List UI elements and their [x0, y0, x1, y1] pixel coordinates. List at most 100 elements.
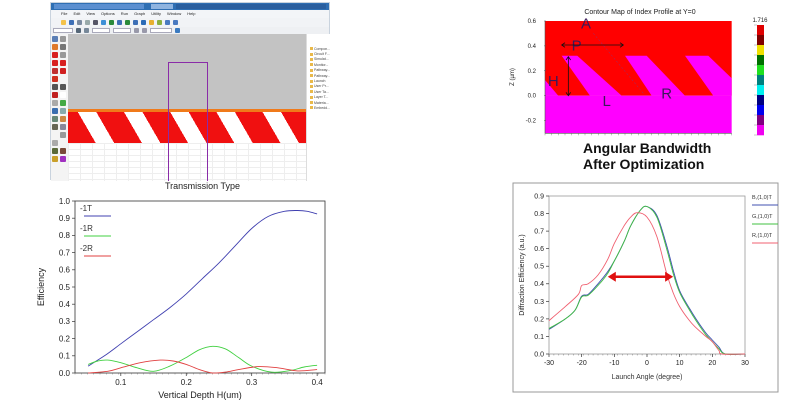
menu-graph[interactable]: Graph [134, 11, 146, 16]
legend-label: B,(1,0)T [752, 195, 773, 201]
toolbar-icon[interactable] [69, 20, 74, 25]
tree-item[interactable]: Layer T... [307, 95, 331, 100]
toolbar-icon[interactable] [133, 20, 138, 25]
tree-item[interactable]: Pathway... [307, 68, 331, 73]
coord-field[interactable] [92, 28, 110, 33]
select-icon[interactable] [52, 36, 58, 42]
rectangle-icon[interactable] [60, 92, 66, 98]
contour-map: Contour Map of Index Profile at Y=0 Z (µ… [510, 9, 768, 136]
shape-icon[interactable] [52, 76, 58, 82]
zoom-icon[interactable] [142, 28, 147, 33]
toolbar-icon[interactable] [85, 20, 90, 25]
tree-item[interactable]: Circuit F... [307, 51, 331, 56]
toolbar-icon[interactable] [165, 20, 170, 25]
person-icon[interactable] [60, 132, 66, 138]
window-tab[interactable] [54, 4, 144, 9]
toolbar-icon[interactable] [157, 20, 162, 25]
blank [60, 76, 66, 82]
tree-item[interactable]: Materia... [307, 100, 331, 105]
chart1-xlabel: Vertical Depth H(um) [158, 390, 242, 400]
toolbar-icon[interactable] [149, 20, 154, 25]
run-icon[interactable] [175, 28, 180, 33]
bend-icon[interactable] [52, 60, 58, 66]
y-tick-label: 0.4 [528, 44, 537, 50]
tree-item[interactable]: Launch [307, 78, 331, 83]
arc-icon[interactable] [60, 44, 66, 50]
toolbar-icon[interactable] [141, 20, 146, 25]
tree-item[interactable]: Monitor... [307, 62, 331, 67]
polygon-icon[interactable] [52, 92, 58, 98]
purple-square-icon[interactable] [60, 156, 66, 162]
path-icon[interactable] [52, 124, 58, 130]
toolbar-icon[interactable] [101, 20, 106, 25]
window-tab[interactable] [176, 4, 326, 9]
toolbar-icon[interactable] [109, 20, 114, 25]
block-dark-icon[interactable] [60, 84, 66, 90]
tree-item[interactable]: Compon... [307, 46, 331, 51]
fork-icon[interactable] [60, 124, 66, 130]
folder-icon [310, 90, 313, 94]
tree-item-label: Compon... [314, 46, 331, 51]
series-line--1T [87, 210, 318, 367]
tree-item[interactable]: Pathway... [307, 73, 331, 78]
s-bend-icon[interactable] [60, 60, 66, 66]
cross-icon[interactable] [52, 140, 58, 146]
chart2-frame [512, 182, 779, 393]
line-waveguide-icon[interactable] [52, 52, 58, 58]
layer-select[interactable] [53, 28, 73, 33]
material-icon[interactable] [60, 148, 66, 154]
window-tab[interactable] [151, 4, 173, 9]
tree-item[interactable]: User Pr... [307, 84, 331, 89]
tree-item[interactable]: User Ta... [307, 89, 331, 94]
menu-utility[interactable]: Utility [151, 11, 162, 16]
efficiency-chart: Efficiency Vertical Depth H(um) 0.0 0.1 0.… [36, 197, 326, 400]
slanted-grating [68, 112, 306, 143]
menu-help[interactable]: Help [187, 11, 196, 16]
block-icon[interactable] [52, 84, 58, 90]
ellipse-icon[interactable] [52, 68, 58, 74]
toolbar-icon[interactable] [125, 20, 130, 25]
secondary-toolbar [51, 27, 329, 34]
toolbar-icon[interactable] [61, 20, 66, 25]
zoom-icon[interactable] [60, 36, 66, 42]
toolbar-icon[interactable] [93, 20, 98, 25]
sphere-icon[interactable] [60, 68, 66, 74]
tool-icon[interactable] [76, 28, 81, 33]
menu-run[interactable]: Run [120, 11, 129, 16]
menu-file[interactable]: File [61, 11, 68, 16]
star-icon[interactable] [52, 156, 58, 162]
tool-icon[interactable] [84, 28, 89, 33]
layout-canvas[interactable] [68, 34, 306, 181]
x-tick-label: 0.1 [115, 378, 127, 387]
device-icon[interactable] [52, 148, 58, 154]
toolbar-icon[interactable] [77, 20, 82, 25]
height-arrow-head-bottom [565, 92, 571, 97]
image-icon[interactable] [60, 116, 66, 122]
tapered-icon[interactable] [60, 52, 66, 58]
toolbar-icon[interactable] [173, 20, 178, 25]
menu-window[interactable]: Window [167, 11, 182, 16]
scissors-icon[interactable] [52, 44, 58, 50]
menu-options[interactable]: Options [100, 11, 115, 16]
zoom-icon[interactable] [134, 28, 139, 33]
x-tick-label: 0.2 [181, 378, 193, 387]
menu-edit[interactable]: Edit [73, 11, 81, 16]
zoom-select[interactable] [150, 28, 172, 33]
toolbar-icon[interactable] [117, 20, 122, 25]
y-tick-label: 0.2 [534, 316, 544, 323]
menu-view[interactable]: View [86, 11, 95, 16]
grid-icon[interactable] [52, 116, 58, 122]
blank [52, 132, 58, 138]
y-tick-label: 0.6 [534, 246, 544, 253]
folder-icon [310, 79, 313, 83]
grating-icon[interactable] [60, 100, 66, 106]
lens-icon[interactable] [52, 100, 58, 106]
tree-item[interactable]: Embedd... [307, 105, 331, 110]
tree-item[interactable]: Simulat... [307, 57, 331, 62]
globe-icon[interactable] [52, 108, 58, 114]
coord-field[interactable] [113, 28, 131, 33]
layer-icon[interactable] [60, 108, 66, 114]
y-tick-label: 0.2 [528, 69, 537, 75]
simulation-window[interactable] [168, 62, 208, 181]
contour-ylabel: Z (µm) [510, 68, 516, 86]
